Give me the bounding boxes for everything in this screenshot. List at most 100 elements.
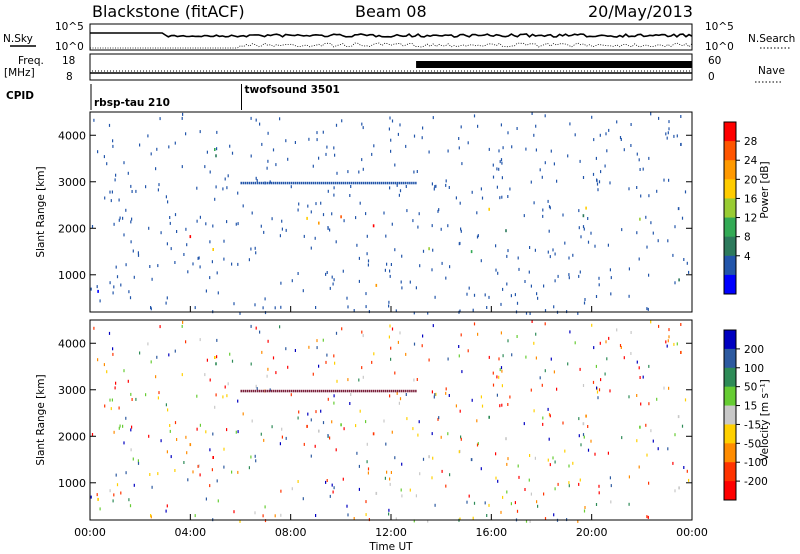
power-cell: [480, 187, 482, 191]
velocity-cell: [638, 366, 640, 370]
velocity-cell: [130, 428, 132, 432]
velocity-cell: [438, 416, 440, 420]
power-cell: [326, 145, 328, 149]
velocity-cell: [322, 338, 324, 342]
power-cell: [156, 147, 158, 151]
velocity-cell: [316, 346, 318, 350]
power-cell: [438, 208, 440, 212]
velocity-cell: [97, 497, 99, 501]
velocity-cell: [346, 504, 348, 508]
velocity-cell: [115, 381, 117, 385]
velocity-cell: [572, 461, 574, 465]
power-cell: [556, 179, 558, 183]
velocity-cell: [529, 520, 531, 523]
velocity-cell: [665, 340, 667, 344]
velocity-cell: [405, 389, 407, 393]
velocity-cell: [371, 360, 373, 364]
velocity-cell: [688, 478, 690, 482]
velocity-cell: [123, 441, 125, 445]
power-cell: [108, 123, 111, 127]
power-cell: [550, 149, 552, 153]
velocity-cell: [542, 422, 544, 426]
power-cell: [237, 191, 239, 195]
velocity-cell: [473, 322, 476, 326]
power-cell: [316, 138, 318, 142]
power-cell: [371, 152, 373, 156]
velocity-cell: [370, 389, 373, 393]
power-cell: [399, 123, 401, 127]
power-cell: [411, 181, 413, 185]
power-cell: [583, 227, 585, 231]
velocity-cell: [194, 514, 196, 518]
velocity-cell: [222, 395, 224, 399]
velocity-cell: [393, 389, 395, 393]
velocity-cell: [663, 386, 665, 390]
power-cell: [114, 178, 116, 182]
velocity-cell: [595, 364, 597, 368]
velocity-cell: [480, 467, 482, 471]
colorbar-tick-label: -15: [744, 419, 761, 431]
velocity-cell: [325, 480, 327, 484]
velocity-cell: [537, 504, 539, 508]
power-cell: [507, 131, 509, 135]
velocity-cell: [374, 389, 377, 393]
velocity-cell: [628, 502, 630, 506]
power-cell: [267, 159, 269, 163]
velocity-cell: [686, 469, 688, 473]
power-cell: [248, 181, 250, 185]
velocity-cell: [217, 499, 219, 503]
velocity-cell: [127, 379, 129, 383]
velocity-cell: [312, 372, 314, 376]
power-cell: [572, 253, 574, 257]
velocity-cell: [557, 482, 559, 486]
velocity-cell: [667, 447, 669, 451]
velocity-cell: [598, 491, 600, 495]
power-cell: [372, 181, 375, 185]
velocity-cell: [199, 423, 201, 427]
power-cell: [431, 268, 433, 272]
power-cell: [306, 216, 308, 220]
velocity-cell: [296, 389, 299, 393]
power-cell: [480, 259, 482, 263]
power-cell: [640, 194, 642, 198]
power-cell: [431, 182, 433, 186]
power-cell: [192, 262, 194, 266]
velocity-cell: [605, 340, 607, 344]
velocity-cell: [114, 386, 116, 390]
velocity-cell: [264, 389, 267, 393]
velocity-cell: [468, 494, 470, 498]
power-cell: [251, 211, 253, 215]
velocity-cell: [308, 389, 311, 393]
power-cell: [292, 181, 295, 185]
power-cell: [458, 137, 460, 140]
power-cell: [610, 292, 612, 296]
power-cell: [209, 240, 211, 244]
velocity-cell: [525, 355, 527, 359]
velocity-cell: [594, 452, 596, 456]
power-cell: [391, 181, 393, 185]
velocity-cell: [598, 484, 600, 488]
velocity-cell: [389, 394, 391, 398]
power-cell: [334, 153, 336, 157]
velocity-cell: [335, 331, 338, 335]
velocity-cell: [449, 473, 451, 477]
power-cell: [500, 158, 503, 162]
velocity-cell: [110, 407, 112, 411]
velocity-cell: [306, 389, 309, 393]
power-cell: [398, 193, 400, 197]
velocity-cell: [216, 355, 218, 359]
frequency-panel: Freq. [MHz] 18 8 60 0 Nave: [4, 53, 785, 83]
velocity-cell: [578, 434, 580, 438]
power-cell: [413, 311, 415, 315]
velocity-cell: [174, 469, 176, 472]
power-cell: [473, 114, 476, 118]
power-cell: [583, 301, 586, 305]
power-cell: [372, 224, 375, 228]
beam-title: Beam 08: [355, 2, 427, 21]
x-tick-label: 00:00: [74, 526, 106, 539]
velocity-cell: [440, 435, 442, 439]
power-cell: [477, 124, 479, 128]
power-cell: [282, 181, 285, 185]
velocity-cell: [274, 389, 277, 393]
velocity-cell: [347, 378, 349, 382]
